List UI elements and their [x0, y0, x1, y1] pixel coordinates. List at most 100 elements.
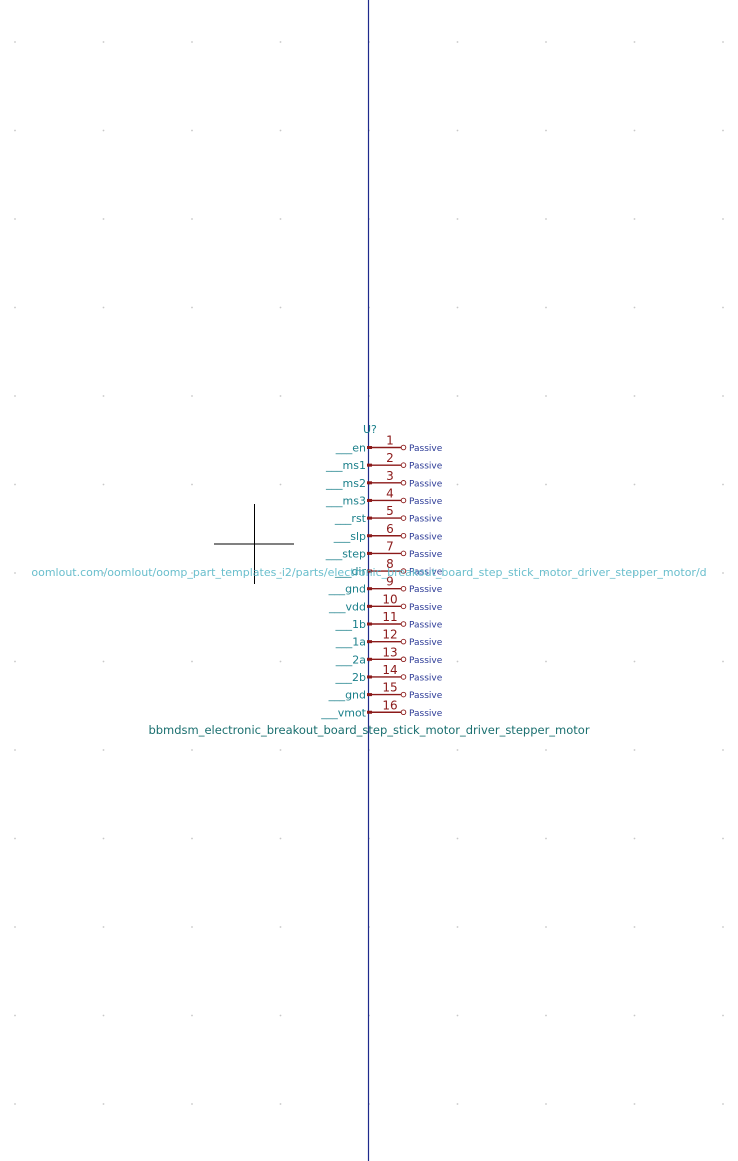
- pin-electrical-type: Passive: [409, 621, 443, 631]
- pin-9[interactable]: 9 ___gnd Passive: [328, 575, 443, 596]
- pin-number: 4: [386, 486, 394, 500]
- pin-terminal-circle: [400, 497, 407, 504]
- pin-anchor: [367, 604, 372, 608]
- pin-name: ___en: [335, 442, 366, 455]
- pin-number: 6: [386, 522, 394, 536]
- pin-anchor: [367, 481, 372, 485]
- pin-number: 15: [382, 681, 397, 695]
- pin-terminal-circle: [400, 568, 407, 574]
- pin-name: ___2b: [335, 671, 366, 684]
- pin-number: 11: [382, 610, 397, 624]
- pin-terminal-circle: [400, 603, 407, 610]
- pin-electrical-type: Passive: [409, 709, 443, 719]
- pin-6[interactable]: 6 ___slp Passive: [333, 522, 443, 543]
- pin-4[interactable]: 4 ___ms3 Passive: [325, 486, 443, 507]
- pin-terminal-circle: [400, 709, 407, 716]
- pin-anchor: [367, 693, 372, 697]
- pin-name: ___ms2: [325, 477, 366, 490]
- pin-electrical-type: Passive: [409, 691, 443, 701]
- pin-electrical-type: Passive: [409, 585, 443, 595]
- pin-electrical-type: Passive: [409, 532, 443, 542]
- pin-name: ___gnd: [328, 583, 366, 596]
- pin-1[interactable]: 1 ___en Passive: [335, 434, 443, 455]
- datasheet-field[interactable]: oomlout.com/oomlout/oomp_part_templates_…: [31, 566, 706, 579]
- pin-name: ___dir: [334, 565, 367, 578]
- pin-electrical-type: Passive: [409, 568, 443, 578]
- pin-3[interactable]: 3 ___ms2 Passive: [325, 469, 443, 490]
- pin-name: ___gnd: [328, 689, 366, 702]
- pin-11[interactable]: 11 ___1b Passive: [335, 610, 443, 631]
- pin-15[interactable]: 15 ___gnd Passive: [328, 681, 443, 702]
- pin-number: 7: [386, 539, 394, 553]
- pin-7[interactable]: 7 ___step Passive: [325, 539, 443, 560]
- pin-list: 1 ___en Passive 2 ___ms1 Passive 3 ___ms2 Passiv…: [320, 434, 443, 720]
- pin-terminal-circle: [400, 674, 407, 680]
- pin-name: ___ms1: [325, 459, 366, 472]
- pin-2[interactable]: 2 ___ms1 Passive: [325, 451, 443, 472]
- pin-electrical-type: Passive: [409, 462, 443, 472]
- pin-terminal-circle: [400, 533, 407, 539]
- pin-number: 10: [382, 592, 397, 606]
- reference-designator[interactable]: U?: [363, 423, 377, 436]
- pin-name: ___1a: [335, 636, 366, 649]
- pin-anchor: [367, 587, 372, 591]
- pin-electrical-type: Passive: [409, 673, 443, 683]
- pin-terminal-circle: [400, 462, 407, 468]
- pin-number: 14: [382, 663, 397, 677]
- pin-terminal-circle: [400, 480, 407, 486]
- cursor-crosshair: [214, 504, 294, 584]
- pin-electrical-type: Passive: [409, 550, 443, 560]
- pin-16[interactable]: 16 ___vmot Passive: [320, 698, 443, 719]
- pin-name: ___vmot: [320, 706, 366, 719]
- pin-anchor: [367, 569, 372, 573]
- pin-anchor: [367, 498, 372, 502]
- pin-name: ___1b: [335, 618, 366, 631]
- component-symbol[interactable]: U? 1 ___en Passive 2 ___ms1 Passive 3 ___ms2 Pas…: [148, 423, 589, 737]
- pin-number: 16: [382, 698, 397, 712]
- pin-terminal-circle: [400, 691, 407, 698]
- pin-anchor: [367, 551, 372, 555]
- pin-name: ___step: [325, 547, 366, 560]
- pin-terminal-circle: [400, 621, 407, 627]
- pin-10[interactable]: 10 ___vdd Passive: [328, 592, 443, 613]
- pin-terminal-circle: [400, 515, 407, 521]
- pin-number: 5: [386, 504, 394, 518]
- pin-14[interactable]: 14 ___2b Passive: [335, 663, 443, 684]
- pin-anchor: [367, 710, 372, 714]
- pin-electrical-type: Passive: [409, 515, 443, 525]
- pin-name: ___slp: [333, 530, 366, 543]
- pin-number: 8: [386, 557, 394, 571]
- pin-electrical-type: Passive: [409, 656, 443, 666]
- pin-electrical-type: Passive: [409, 638, 443, 648]
- pin-terminal-circle: [400, 444, 407, 451]
- pin-anchor: [367, 516, 372, 520]
- pin-13[interactable]: 13 ___2a Passive: [335, 645, 443, 666]
- pin-name: ___2a: [335, 653, 366, 666]
- pin-anchor: [367, 534, 372, 538]
- pin-name: ___vdd: [328, 600, 366, 613]
- pin-name: ___rst: [334, 512, 367, 525]
- pin-anchor: [367, 622, 372, 626]
- pin-number: 13: [382, 645, 397, 659]
- pin-12[interactable]: 12 ___1a Passive: [335, 628, 443, 649]
- pin-number: 3: [386, 469, 394, 483]
- pin-anchor: [367, 446, 372, 449]
- pin-number: 1: [386, 434, 394, 448]
- pin-terminal-circle: [400, 585, 407, 592]
- pin-terminal-circle: [400, 656, 407, 663]
- pin-8[interactable]: 8 ___dir Passive: [334, 557, 443, 578]
- pin-electrical-type: Passive: [409, 479, 443, 489]
- pin-terminal-circle: [400, 550, 407, 557]
- pin-name: ___ms3: [325, 494, 366, 507]
- pin-number: 2: [386, 451, 394, 465]
- pin-anchor: [367, 640, 372, 644]
- pin-anchor: [367, 675, 372, 679]
- pin-anchor: [367, 463, 372, 467]
- pin-number: 9: [386, 575, 394, 589]
- pin-5[interactable]: 5 ___rst Passive: [334, 504, 443, 525]
- pin-number: 12: [382, 628, 397, 642]
- pin-terminal-circle: [400, 638, 407, 645]
- pin-electrical-type: Passive: [409, 497, 443, 507]
- component-value[interactable]: bbmdsm_electronic_breakout_board_step_st…: [148, 723, 589, 737]
